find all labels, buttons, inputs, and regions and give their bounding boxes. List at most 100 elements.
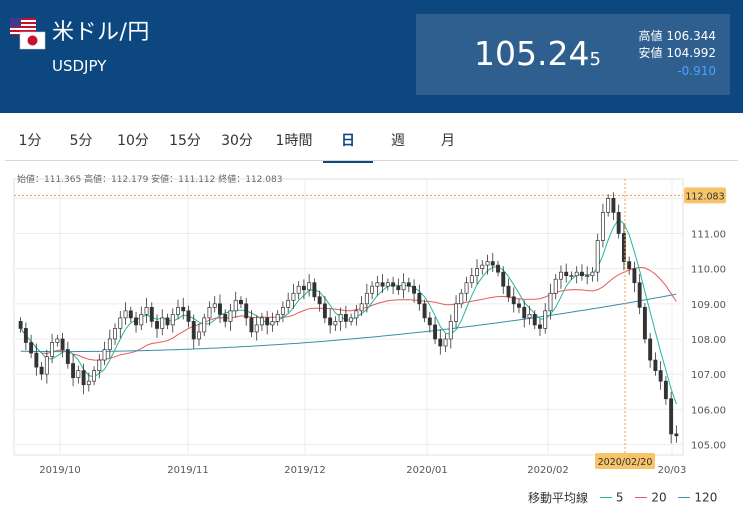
candle-body <box>249 317 254 333</box>
candle-body <box>527 314 532 319</box>
candle-body <box>81 370 86 386</box>
candle-body <box>343 314 348 322</box>
price-box: 105.245 高値 106.344 安値 104.992 -0.910 <box>416 14 730 95</box>
tab-10min[interactable]: 10分 <box>117 133 149 149</box>
tab-1hour[interactable]: 1時間 <box>275 133 313 149</box>
tab-weekly[interactable]: 週 <box>391 133 405 149</box>
currency-flags <box>10 18 46 52</box>
candle-body <box>197 331 201 340</box>
candle-body <box>186 310 191 322</box>
candle-body <box>406 282 411 287</box>
candle-body <box>611 197 616 213</box>
candle-body <box>485 261 490 266</box>
candle-body <box>102 349 107 361</box>
candle-body <box>338 314 343 322</box>
y-tick-label: 110.00 <box>691 265 726 276</box>
candle-body <box>375 282 380 287</box>
x-tick-label: 2019/11 <box>167 465 209 476</box>
candle-body <box>669 398 674 435</box>
y-tick-label: 108.00 <box>691 335 726 346</box>
candle-body <box>417 292 422 305</box>
candle-body <box>307 282 312 291</box>
candle-body <box>543 310 548 329</box>
crosshair-date-label: 2020/02/20 <box>598 457 653 468</box>
pair-title: 米ドル/円 <box>52 20 150 45</box>
candle-body <box>155 321 159 329</box>
candle-body <box>113 328 118 340</box>
candle-body <box>275 314 280 322</box>
ma20-label: 20 <box>651 490 667 505</box>
ma-legend-label: 移動平均線 <box>528 491 589 505</box>
candle-body <box>312 282 317 298</box>
candle-body <box>621 233 626 262</box>
candle-body <box>29 342 34 354</box>
y-tick-label: 111.00 <box>691 229 726 240</box>
x-tick-label: 20/03 <box>658 465 687 476</box>
crosshair-price-box <box>684 187 726 204</box>
candle-body <box>522 306 527 319</box>
ma5-label: 5 <box>615 490 624 505</box>
candle-body <box>149 306 154 322</box>
y-tick-label: 105.00 <box>691 440 726 451</box>
price-chart[interactable]: 112.00111.00110.00109.00108.00107.00106.… <box>0 165 743 485</box>
candle-body <box>380 282 385 287</box>
candle-body <box>548 292 553 312</box>
candle-body <box>301 285 306 291</box>
x-tick-label: 2019/12 <box>284 465 326 476</box>
candle-body <box>427 317 432 326</box>
ma5-line <box>20 218 677 405</box>
candle-body <box>385 282 390 287</box>
candle-body <box>207 306 212 319</box>
candle-body <box>286 299 291 308</box>
candle-body <box>349 317 354 322</box>
tab-30min[interactable]: 30分 <box>221 133 253 149</box>
candle-body <box>233 299 238 312</box>
candle-body <box>44 356 49 375</box>
price-change: -0.910 <box>677 64 716 78</box>
x-tick-label: 2020/01 <box>406 465 448 476</box>
tab-daily[interactable]: 日 <box>323 122 373 163</box>
candle-body <box>553 278 558 294</box>
candle-body <box>422 303 427 319</box>
candle-body <box>454 303 458 322</box>
high-price: 高値 106.344 <box>638 29 716 43</box>
plot-area <box>13 178 684 456</box>
candle-body <box>401 282 406 291</box>
candle-body <box>270 321 275 326</box>
candle-body <box>590 271 595 277</box>
ma5-line-icon <box>599 497 612 498</box>
candle-body <box>364 292 369 305</box>
tab-15min[interactable]: 15分 <box>169 133 201 149</box>
candle-body <box>265 317 270 326</box>
candle-body <box>501 271 506 287</box>
candle-body <box>354 310 359 319</box>
candle-body <box>34 352 39 368</box>
candle-body <box>181 306 186 312</box>
candle-body <box>291 292 296 301</box>
candle-body <box>359 303 364 312</box>
candle-body <box>632 268 637 284</box>
candle-body <box>574 271 579 277</box>
candle-body <box>223 314 228 322</box>
candle-body <box>60 338 65 350</box>
candle-body <box>244 303 249 319</box>
y-tick-label: 109.00 <box>691 300 726 311</box>
candle-body <box>118 317 123 329</box>
candle-body <box>139 314 144 326</box>
candle-body <box>254 324 259 333</box>
candle-body <box>128 310 133 319</box>
candle-body <box>328 317 333 326</box>
tabs-divider <box>5 160 738 161</box>
ma-legend: 移動平均線 5 20 120 <box>528 489 717 506</box>
current-price: 105.245 <box>474 34 601 73</box>
tab-5min[interactable]: 5分 <box>69 133 93 149</box>
tab-monthly[interactable]: 月 <box>441 133 455 149</box>
candle-body <box>71 363 76 378</box>
tab-1min[interactable]: 1分 <box>18 133 42 149</box>
candle-body <box>107 338 112 350</box>
candle-body <box>569 275 574 278</box>
candle-body <box>396 285 401 291</box>
candle-body <box>663 380 668 400</box>
crosshair-price-label: 112.083 <box>685 191 724 202</box>
candle-body <box>228 310 233 322</box>
